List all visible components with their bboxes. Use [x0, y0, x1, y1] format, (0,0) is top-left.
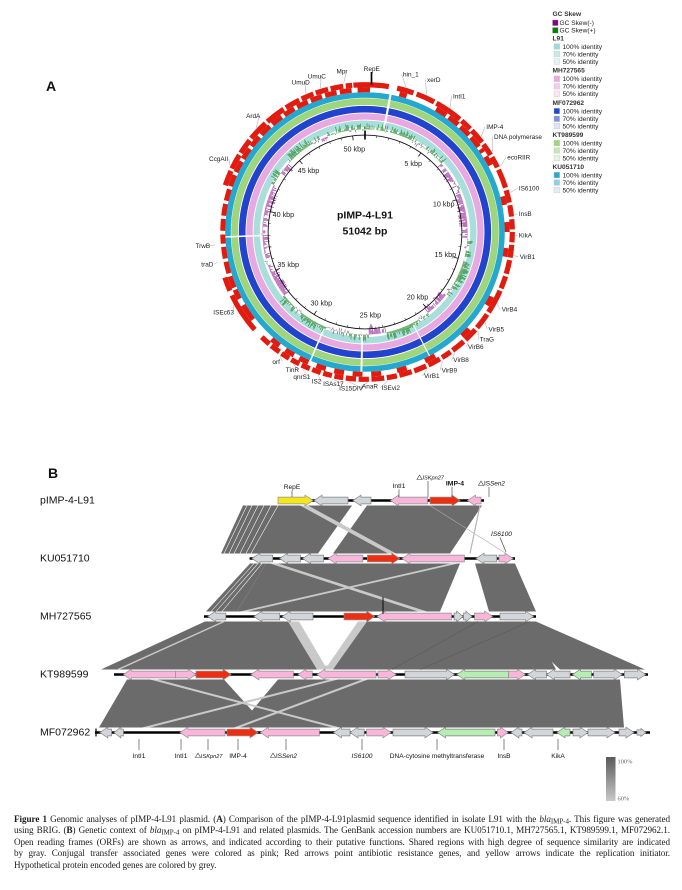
svg-text:orf: orf [272, 359, 280, 366]
svg-text:MH727565: MH727565 [40, 611, 92, 623]
svg-text:VirB9: VirB9 [442, 367, 458, 374]
svg-text:100% identity: 100% identity [563, 172, 603, 179]
svg-text:hin_1: hin_1 [403, 72, 419, 79]
svg-text:traD: traD [201, 261, 213, 268]
svg-text:Mpr: Mpr [337, 69, 349, 76]
svg-text:TraG: TraG [480, 337, 494, 344]
svg-text:ISEvi2: ISEvi2 [382, 385, 401, 392]
svg-text:xerD: xerD [427, 77, 441, 84]
svg-text:AnaR: AnaR [362, 384, 378, 391]
svg-text:100% identity: 100% identity [563, 108, 603, 115]
svg-text:ISSen2: ISSen2 [484, 481, 505, 488]
svg-text:MF072962: MF072962 [553, 100, 585, 107]
svg-text:pIMP-4-L91: pIMP-4-L91 [40, 495, 95, 507]
svg-text:IntI1: IntI1 [453, 93, 466, 100]
svg-text:15 kbp: 15 kbp [435, 250, 457, 259]
svg-text:35 kbp: 35 kbp [277, 260, 299, 269]
svg-text:TinR: TinR [286, 367, 300, 374]
svg-text:B: B [48, 465, 58, 481]
svg-text:20 kbp: 20 kbp [407, 292, 429, 301]
svg-text:IntI1: IntI1 [133, 753, 146, 760]
svg-text:IMP-4: IMP-4 [446, 481, 464, 488]
svg-text:KU051710: KU051710 [553, 164, 585, 171]
svg-text:KT989599: KT989599 [40, 669, 89, 681]
svg-text:VirB1: VirB1 [424, 373, 440, 380]
svg-text:MH727565: MH727565 [553, 68, 586, 75]
svg-text:25 kbp: 25 kbp [360, 311, 382, 320]
svg-text:VirB5: VirB5 [489, 326, 505, 333]
svg-text:IMP-4: IMP-4 [486, 124, 503, 131]
svg-text:RepE: RepE [284, 484, 301, 491]
svg-text:30 kbp: 30 kbp [311, 299, 333, 308]
svg-text:70% identity: 70% identity [563, 148, 600, 155]
svg-text:70% identity: 70% identity [563, 84, 600, 91]
svg-text:InsB: InsB [497, 753, 511, 760]
svg-text:VirB6: VirB6 [468, 344, 484, 351]
svg-text:L91: L91 [553, 36, 565, 43]
svg-text:IS6100: IS6100 [352, 753, 373, 760]
svg-text:100% identity: 100% identity [563, 76, 603, 83]
svg-text:ISEc63: ISEc63 [213, 309, 234, 316]
svg-text:InsB: InsB [519, 211, 532, 218]
svg-text:70% identity: 70% identity [563, 51, 600, 58]
svg-text:ISAs17: ISAs17 [323, 381, 344, 388]
svg-text:50% identity: 50% identity [563, 123, 600, 130]
svg-text:GC Skew: GC Skew [553, 11, 582, 18]
svg-text:DNA-cytosine methyltransferase: DNA-cytosine methyltransferase [390, 753, 485, 760]
svg-text:ecoRIIR: ecoRIIR [507, 155, 530, 162]
svg-text:TrwB: TrwB [196, 243, 211, 250]
svg-text:KT989599: KT989599 [553, 132, 584, 139]
svg-text:CcgAII: CcgAII [209, 156, 228, 163]
svg-text:UmuC: UmuC [308, 74, 326, 81]
svg-text:IS15DIV: IS15DIV [339, 386, 364, 393]
svg-text:VirB8: VirB8 [453, 357, 469, 364]
svg-text:10 kbp: 10 kbp [433, 200, 455, 209]
svg-text:45 kbp: 45 kbp [298, 166, 320, 175]
svg-text:IMP-4: IMP-4 [229, 753, 247, 760]
svg-text:IS6100: IS6100 [491, 531, 512, 538]
svg-text:pIMP-4-L91: pIMP-4-L91 [337, 210, 393, 222]
svg-text:DNA polymerase: DNA polymerase [494, 134, 542, 141]
svg-text:KikA: KikA [551, 753, 565, 760]
svg-text:KikA: KikA [519, 233, 533, 240]
svg-text:IntI1: IntI1 [393, 483, 406, 490]
svg-text:100% identity: 100% identity [563, 140, 603, 147]
svg-text:IS2: IS2 [312, 379, 322, 386]
svg-text:IS6100: IS6100 [519, 185, 540, 192]
svg-text:RepE: RepE [364, 66, 380, 73]
svg-text:MF072962: MF072962 [40, 727, 90, 739]
svg-text:100% identity: 100% identity [563, 44, 603, 51]
svg-text:A: A [46, 78, 56, 94]
svg-text:ArdA: ArdA [246, 113, 261, 120]
svg-text:KU051710: KU051710 [40, 553, 90, 565]
svg-text:VirB1: VirB1 [520, 254, 536, 261]
svg-text:IntI1: IntI1 [175, 753, 188, 760]
svg-text:ISKpn27: ISKpn27 [201, 754, 223, 760]
svg-text:70% identity: 70% identity [563, 180, 600, 187]
svg-text:VirB4: VirB4 [502, 307, 518, 314]
svg-text:50 kbp: 50 kbp [344, 145, 366, 154]
svg-text:GC Skew(-): GC Skew(-) [560, 20, 594, 27]
svg-text:51042 bp: 51042 bp [343, 226, 388, 238]
svg-text:qnrS1: qnrS1 [293, 374, 310, 381]
svg-text:40 kbp: 40 kbp [273, 210, 295, 219]
svg-text:60%: 60% [618, 796, 630, 803]
svg-text:ISSen2: ISSen2 [276, 753, 297, 760]
svg-text:50% identity: 50% identity [563, 91, 600, 98]
svg-text:50% identity: 50% identity [563, 155, 600, 162]
svg-text:ISKpn27: ISKpn27 [423, 476, 445, 482]
svg-text:50% identity: 50% identity [563, 187, 600, 194]
svg-text:5 kbp: 5 kbp [404, 159, 422, 168]
svg-text:UmuD: UmuD [292, 79, 310, 86]
svg-text:GC Skew(+): GC Skew(+) [560, 28, 596, 35]
svg-text:50% identity: 50% identity [563, 59, 600, 66]
svg-text:100%: 100% [618, 759, 634, 766]
svg-text:70% identity: 70% identity [563, 116, 600, 123]
